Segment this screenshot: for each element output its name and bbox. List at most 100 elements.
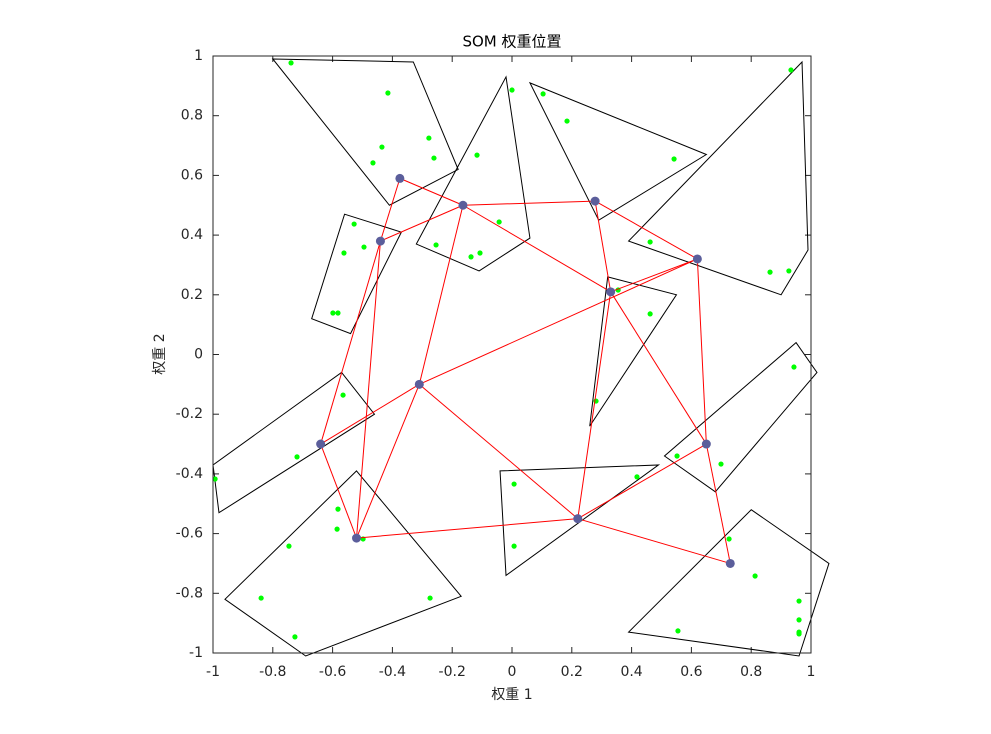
data-point [379,144,385,150]
data-point [433,242,439,248]
x-tick-label: -0.6 [319,664,346,680]
neuron [725,558,735,568]
neighbor-link [399,177,464,206]
neighbor-link [356,241,381,539]
data-point [647,311,653,317]
x-tick-label: -0.4 [379,664,406,680]
neighbor-link [594,200,698,260]
neighbor-link [356,518,578,539]
data-point [788,67,794,73]
plot-layer [212,55,830,657]
data-point [796,617,802,623]
data-point [540,91,546,97]
data-point [752,573,758,579]
x-tick-label: 0.2 [561,664,583,680]
y-tick-label: -0.8 [176,585,203,601]
data-point [509,87,515,93]
chart-title: SOM 权重位置 [462,33,561,51]
region-outline [589,276,678,427]
data-point [292,634,298,640]
region-outline [271,58,459,206]
neuron [573,514,583,524]
neighbor-link [462,204,611,293]
data-point [286,543,292,549]
data-point [330,310,336,316]
x-tick-label: -0.8 [259,664,286,680]
data-point [634,474,640,480]
data-point [477,250,483,256]
y-tick-label: 0.8 [181,108,203,124]
data-point [385,90,391,96]
region-outline [224,470,463,657]
data-point [258,595,264,601]
data-point [674,453,680,459]
data-point [726,536,732,542]
data-point [351,221,357,227]
x-tick-label: 1 [807,664,816,680]
y-tick-label: 0.6 [181,167,203,183]
neuron [458,200,468,210]
data-point [212,476,218,482]
y-tick-label: 0.4 [181,227,203,243]
neighbor-link [419,258,698,385]
region-outline [627,509,830,657]
neuron [606,287,616,297]
neighbor-link [356,384,420,539]
x-tick-label: 0.8 [740,664,762,680]
data-point [288,60,294,66]
data-point [796,598,802,604]
x-tick-label: 0.6 [680,664,702,680]
data-point [427,595,433,601]
y-axis-label: 权重 2 [152,333,168,374]
region-outline [663,341,818,493]
data-point [335,506,341,512]
neighbor-link [577,291,612,519]
neighbor-link [610,258,698,293]
x-axis-label: 权重 1 [491,687,532,703]
neuron [352,533,362,543]
data-point [294,454,300,460]
data-point [718,461,724,467]
region-outline [212,371,376,514]
y-tick-label: 0.2 [181,287,203,303]
neighbor-link [705,443,731,564]
data-point [340,392,346,398]
region-outline [415,75,531,272]
data-point [426,135,432,141]
neighbor-link [594,200,612,292]
data-point [431,155,437,161]
y-tick-label: -0.4 [176,466,203,482]
data-point [671,156,677,162]
region-outline [311,213,403,335]
data-point [334,526,340,532]
neuron [414,379,424,389]
data-point [341,250,347,256]
neighbor-link [462,200,596,206]
axes-box [212,55,812,654]
data-point [511,543,517,549]
neuron [692,254,702,264]
neighbor-link [418,383,579,520]
neuron [316,439,326,449]
data-point [767,269,773,275]
x-tick-label: -0.2 [439,664,466,680]
data-point [786,268,792,274]
neighbor-link [577,518,731,564]
neighbor-link [320,383,420,445]
neuron [375,236,385,246]
neighbor-link [380,204,464,242]
neighbor-link [379,178,401,242]
neuron [590,196,600,206]
y-tick-label: 0 [194,347,203,363]
data-point [796,631,802,637]
data-point [675,628,681,634]
data-point [468,254,474,260]
region-outline [528,81,708,221]
x-tick-label: 0 [508,664,517,680]
data-point [496,219,502,225]
neuron [395,173,405,183]
neighbor-link [418,205,464,385]
data-point [564,118,570,124]
